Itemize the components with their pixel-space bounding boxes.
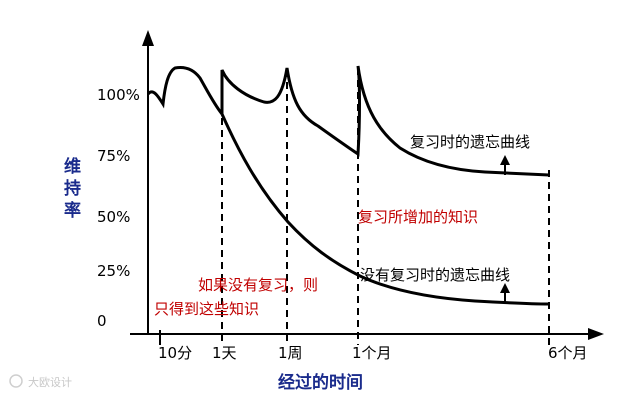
y-axis-label-1: 维 xyxy=(64,156,81,177)
label-with-review: 复习时的遗忘曲线 xyxy=(410,133,530,151)
y-tick-75: 75% xyxy=(97,147,130,165)
arrow-without-review-head xyxy=(500,283,510,293)
label-no-review-2: 只得到这些知识 xyxy=(154,300,259,318)
label-gained: 复习所增加的知识 xyxy=(358,208,478,226)
x-axis-arrow xyxy=(588,328,604,340)
watermark: 大欧设计 xyxy=(9,374,72,389)
y-axis-label-3: 率 xyxy=(64,200,81,221)
x-tick-1day: 1天 xyxy=(212,344,237,362)
x-axis-label: 经过的时间 xyxy=(278,372,363,393)
y-tick-100: 100% xyxy=(97,86,140,104)
watermark-text: 大欧设计 xyxy=(28,375,72,389)
x-tick-1week: 1周 xyxy=(278,344,303,362)
curve-with-review xyxy=(220,65,550,177)
x-tick-1month: 1个月 xyxy=(352,344,392,362)
arrow-with-review-head xyxy=(500,155,510,165)
curve-without-review xyxy=(220,113,550,306)
curve-initial xyxy=(146,66,224,115)
y-tick-50: 50% xyxy=(97,208,130,226)
x-tick-10min: 10分 xyxy=(158,344,192,362)
label-no-review-1: 如果没有复习，则 xyxy=(198,276,318,294)
label-without-review: 没有复习时的遗忘曲线 xyxy=(360,266,510,284)
y-axis-arrow xyxy=(142,30,154,46)
x-tick-6month: 6个月 xyxy=(548,344,588,362)
y-tick-0: 0 xyxy=(97,312,107,330)
y-axis-label-2: 持 xyxy=(64,178,81,199)
y-tick-25: 25% xyxy=(97,262,130,280)
